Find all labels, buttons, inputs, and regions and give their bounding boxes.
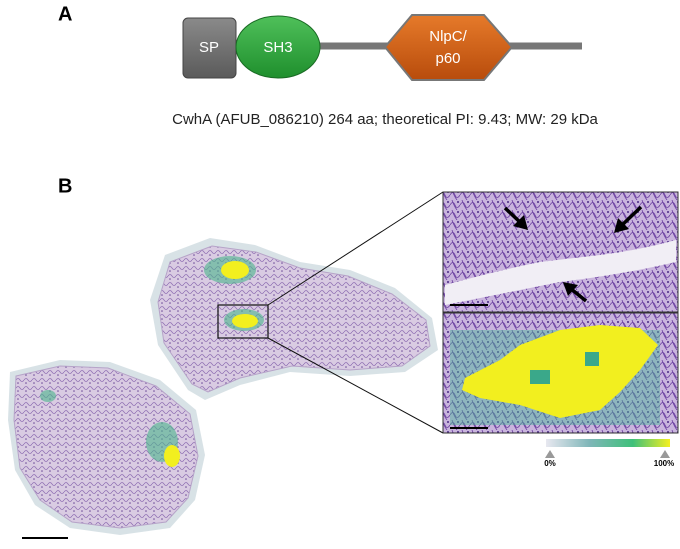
scale-marker — [660, 450, 670, 458]
domain-label: p60 — [435, 50, 460, 67]
domain-label: SP — [199, 39, 219, 56]
domain-label: NlpC/ — [429, 28, 467, 45]
heatmap-tiles — [450, 325, 660, 425]
scale-label: 100% — [654, 459, 674, 468]
sh3-domain — [235, 15, 321, 79]
panel-label: B — [58, 175, 72, 197]
color-scale — [546, 439, 670, 447]
arrows — [503, 205, 643, 303]
zoom-box — [217, 304, 269, 339]
scale-label: 0% — [544, 459, 556, 468]
domain-label: SH3 — [263, 39, 292, 56]
zoom-line — [267, 337, 444, 434]
zoom-line — [267, 191, 444, 306]
nlpc-domain — [383, 14, 514, 81]
scale-marker — [545, 450, 555, 458]
airway-lumen — [445, 240, 676, 305]
lower-lobe — [13, 365, 199, 529]
caption: CwhA (AFUB_086210) 264 aa; theoretical P… — [172, 111, 598, 128]
panel-label: A — [58, 3, 72, 25]
heatmap-blobs — [40, 256, 264, 467]
